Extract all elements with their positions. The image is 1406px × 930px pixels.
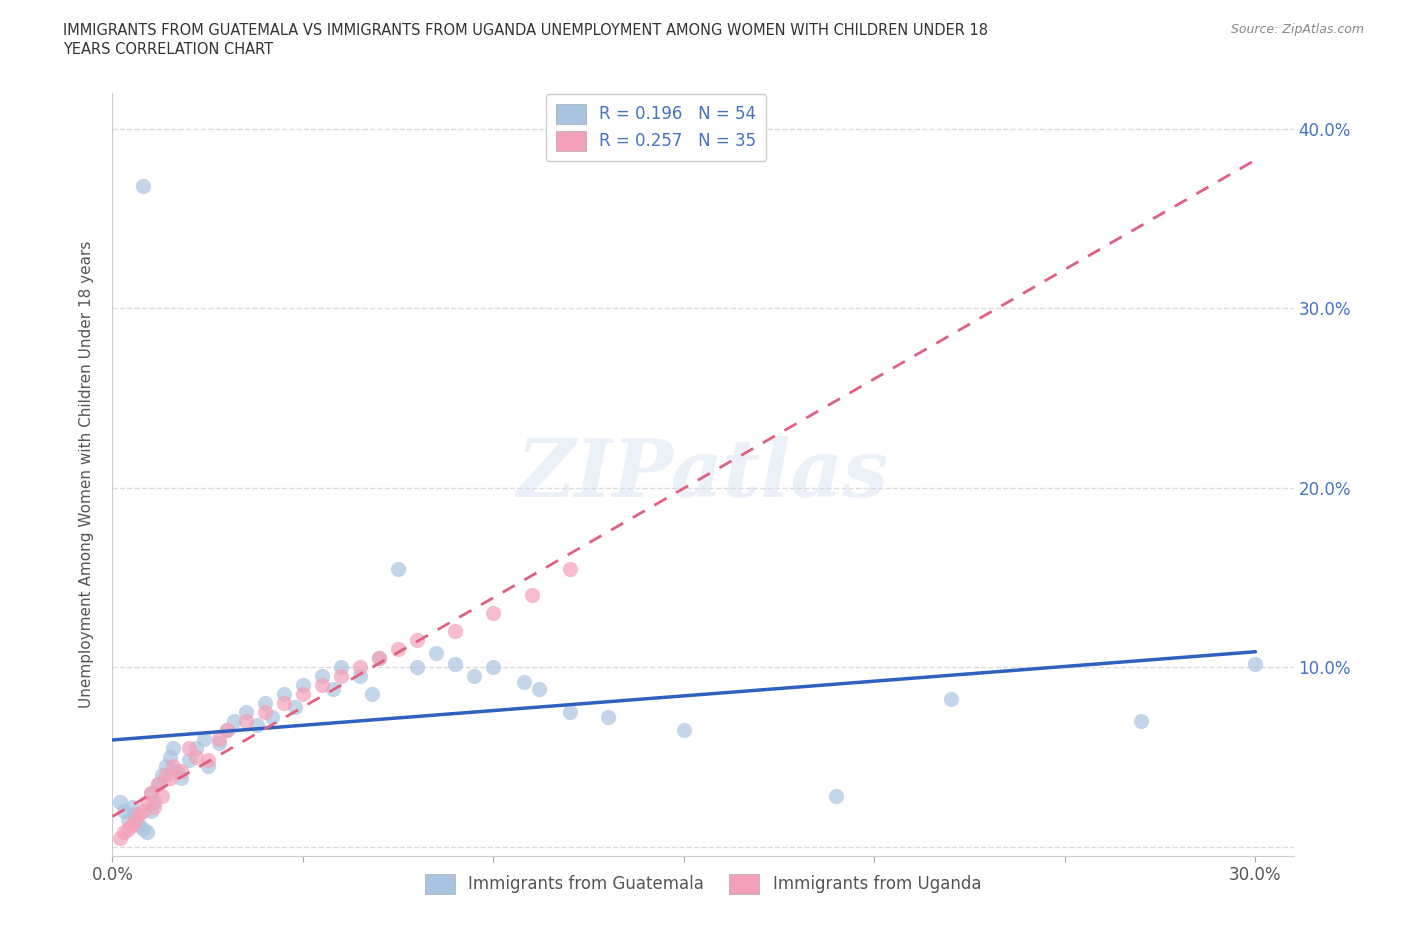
Text: YEARS CORRELATION CHART: YEARS CORRELATION CHART [63,42,273,57]
Point [155,767,177,782]
Point [1244,657,1267,671]
Point [159,750,181,764]
Point [322,682,344,697]
Point [197,759,219,774]
Point [132,804,155,818]
Point [215,723,238,737]
Point [291,678,314,693]
Point [186,750,208,764]
Point [208,735,231,750]
Point [170,764,193,778]
Point [117,812,139,827]
Point [135,825,157,840]
Point [825,789,848,804]
Point [177,740,200,755]
Point [139,785,162,800]
Point [311,669,333,684]
Point [444,657,467,671]
Point [124,812,146,827]
Point [177,753,200,768]
Point [215,723,238,737]
Point [672,723,695,737]
Point [132,821,155,836]
Point [406,659,429,674]
Point [368,651,391,666]
Point [387,561,409,576]
Point [558,561,581,576]
Point [124,807,146,822]
Point [112,825,135,840]
Point [349,669,371,684]
Point [482,606,505,621]
Point [330,659,353,674]
Text: IMMIGRANTS FROM GUATEMALA VS IMMIGRANTS FROM UGANDA UNEMPLOYMENT AMONG WOMEN WIT: IMMIGRANTS FROM GUATEMALA VS IMMIGRANTS … [63,23,988,38]
Text: Source: ZipAtlas.com: Source: ZipAtlas.com [1230,23,1364,36]
Point [186,740,208,755]
Point [150,789,173,804]
Point [197,753,219,768]
Point [596,710,619,724]
Point [170,771,193,786]
Point [330,669,353,684]
Point [273,686,295,701]
Point [108,830,131,845]
Point [291,686,314,701]
Point [128,807,150,822]
Legend: Immigrants from Guatemala, Immigrants from Uganda: Immigrants from Guatemala, Immigrants fr… [419,867,987,900]
Point [368,651,391,666]
Point [224,713,246,728]
Point [235,713,257,728]
Point [143,794,166,809]
Point [273,696,295,711]
Point [253,696,276,711]
Point [425,645,447,660]
Point [1130,713,1153,728]
Point [235,705,257,720]
Point [253,705,276,720]
Y-axis label: Unemployment Among Women with Children Under 18 years: Unemployment Among Women with Children U… [79,241,94,708]
Point [208,732,231,747]
Point [513,674,536,689]
Point [558,705,581,720]
Point [128,817,150,832]
Point [311,678,333,693]
Point [148,777,170,791]
Point [406,632,429,647]
Point [360,686,382,701]
Point [148,777,170,791]
Point [166,764,188,778]
Point [150,767,173,782]
Point [143,800,166,815]
Point [349,659,371,674]
Point [139,804,162,818]
Point [463,669,485,684]
Point [121,800,143,815]
Point [162,759,184,774]
Point [108,794,131,809]
Point [284,699,307,714]
Text: ZIPatlas: ZIPatlas [517,435,889,513]
Point [482,659,505,674]
Point [117,821,139,836]
Point [139,785,162,800]
Point [135,794,157,809]
Point [193,732,215,747]
Point [112,804,135,818]
Point [387,642,409,657]
Point [939,692,962,707]
Point [527,682,550,697]
Point [155,759,177,774]
Point [159,771,181,786]
Point [262,710,284,724]
Point [132,179,155,193]
Point [444,624,467,639]
Point [520,588,543,603]
Point [246,717,269,732]
Point [121,817,143,832]
Point [162,740,184,755]
